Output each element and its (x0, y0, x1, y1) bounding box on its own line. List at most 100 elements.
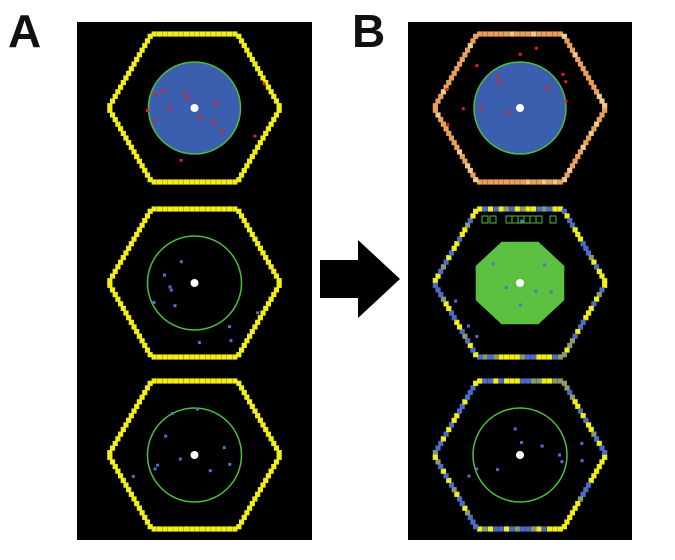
hexagon-tile (109, 459, 116, 465)
hexagon-border-1 (107, 206, 282, 360)
hexagon-tile (210, 179, 216, 185)
hexagon-tile (572, 505, 578, 511)
hexagon-tile (443, 431, 449, 437)
hexagon-tile (142, 217, 148, 224)
hexagon-tile (273, 112, 280, 118)
hexagon-tile (115, 121, 121, 127)
hexagon-tile (577, 236, 584, 242)
hexagon-tile (210, 378, 216, 384)
hexagon-tile (246, 333, 253, 339)
hexagon-tile (493, 354, 499, 360)
green-box (489, 215, 497, 224)
hexagon-tile (246, 158, 253, 164)
hexagon-tile (459, 328, 465, 335)
hexagon-tile (151, 378, 157, 384)
hexagon-tile (588, 426, 594, 433)
hexagon-tile (257, 417, 263, 423)
agent-group (146, 82, 266, 162)
hexagon-tile (123, 310, 129, 316)
center-dot (516, 451, 524, 459)
hexagon-tile (591, 473, 597, 479)
hexagon-tile (546, 31, 553, 37)
hexagon-tile (498, 31, 504, 37)
panel-b (408, 22, 632, 540)
hexagon-tile (126, 245, 132, 251)
hexagon-tile (139, 510, 145, 516)
agent-dot (161, 89, 165, 93)
hexagon-tile (142, 42, 148, 49)
hexagon-tile (123, 75, 129, 81)
hexagon-tile (432, 450, 438, 456)
agent-dot (540, 444, 544, 448)
hexagon-tile (109, 273, 116, 279)
hexagon-tile (530, 526, 537, 532)
hexagon-tile (546, 354, 553, 360)
hexagon-tile (435, 273, 441, 279)
agent-dot (178, 457, 182, 461)
hexagon-tile (487, 206, 494, 212)
hexagon-tile (199, 378, 206, 384)
hexagon-tile (109, 98, 116, 104)
hexagon-tile (131, 61, 137, 67)
green-box-row (481, 215, 557, 224)
hexagon-tile (189, 206, 195, 212)
hexagon-tile (462, 333, 468, 339)
hexagon-tile (557, 206, 563, 212)
hexagon-tile (232, 526, 238, 532)
hexagon-tile (128, 241, 134, 247)
agent-dot (580, 459, 584, 463)
hexagon-tile (552, 31, 558, 37)
hexagon-tile (596, 440, 602, 447)
agent-dot (179, 260, 183, 264)
hexagon-tile (596, 116, 602, 123)
hexagon-tile (238, 347, 245, 353)
agent-dot (253, 134, 257, 138)
agent-dot (179, 158, 183, 162)
hexagon-tile (454, 66, 460, 72)
hexagon-tile (438, 93, 444, 100)
hexagon-tile (493, 31, 499, 37)
agent-dot (183, 91, 187, 95)
hexagon-tile (572, 227, 578, 233)
hexagon-tile (473, 177, 479, 183)
panel-label-b: B (352, 5, 386, 57)
hexagon-tile (136, 505, 143, 511)
agent-dot (445, 88, 449, 92)
hexagon-tile (142, 342, 148, 349)
hexagon-tile (443, 473, 449, 479)
hexagon-tile (536, 378, 542, 384)
right-arrow-icon (320, 240, 400, 318)
agent-dot (197, 341, 201, 345)
hexagon-tile (126, 140, 132, 146)
hexagon-tile (498, 526, 504, 532)
hexagon-tile (107, 454, 113, 460)
hexagon-tile (268, 296, 274, 302)
hexagon-tile (173, 31, 179, 37)
agent-dot (467, 474, 471, 478)
hexagon-tile (131, 324, 137, 330)
hexagon-tile (115, 89, 121, 95)
hexagon-tile (599, 273, 605, 279)
hexagon-tile (487, 354, 494, 360)
hexagon-tile (156, 206, 163, 212)
hexagon-tile (216, 526, 222, 532)
hexagon-tile (591, 126, 597, 132)
hexagon-tile (593, 468, 600, 474)
hexagon-tile (112, 440, 118, 447)
hexagon-tile (567, 342, 573, 349)
hexagon-tile (503, 179, 510, 185)
inner-circle (146, 235, 243, 331)
hexagon-tile (440, 296, 447, 302)
hexagon-tile (271, 93, 277, 100)
hexagon-tile (260, 135, 266, 141)
hexagon-tile (464, 510, 471, 516)
hexagon-tile (109, 112, 116, 118)
hexagon-tile (446, 477, 452, 484)
hexagon-tile (585, 250, 592, 256)
hexagon-tile (117, 473, 124, 479)
hexagon-tile (167, 31, 173, 37)
panel-b-cell-1 (432, 31, 608, 185)
hexagon-tile (583, 487, 589, 493)
hexagon-tile (216, 378, 222, 384)
hexagon-tile (440, 468, 447, 474)
